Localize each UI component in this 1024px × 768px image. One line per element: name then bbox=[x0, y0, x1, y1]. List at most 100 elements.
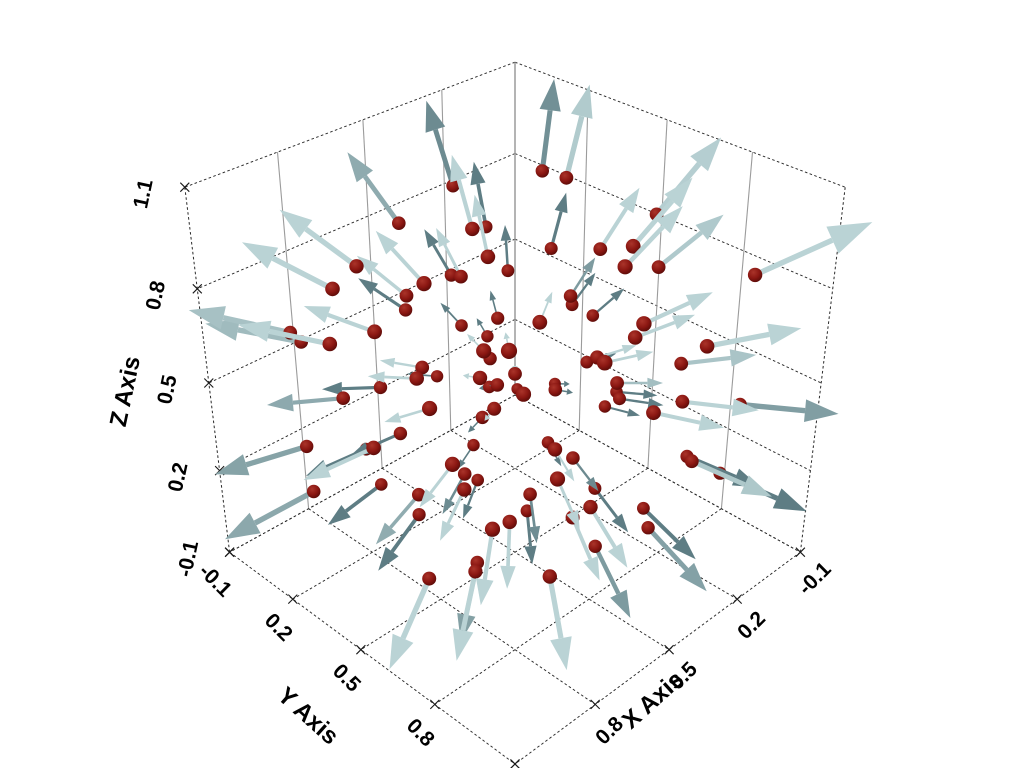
vector-arrow-head bbox=[528, 525, 541, 544]
vector-arrow-head bbox=[583, 272, 596, 287]
vector-arrow-head bbox=[436, 228, 451, 248]
z-tick-label: 0.2 bbox=[164, 461, 193, 494]
data-point bbox=[454, 269, 468, 284]
data-point bbox=[559, 170, 574, 185]
vector-arrow-head bbox=[554, 192, 568, 214]
vector-arrow-head bbox=[672, 535, 696, 560]
data-point bbox=[501, 264, 515, 278]
data-point bbox=[322, 336, 338, 352]
floor-gridline bbox=[514, 394, 801, 553]
data-point bbox=[508, 367, 522, 381]
data-point bbox=[580, 355, 594, 369]
vector-arrow-head bbox=[450, 154, 468, 183]
data-point bbox=[549, 471, 566, 487]
wall-left-gridline bbox=[184, 61, 516, 188]
data-point bbox=[586, 309, 600, 322]
tick-marks bbox=[179, 182, 806, 768]
wall-right-gridline bbox=[514, 238, 822, 384]
vector-arrow-head bbox=[267, 393, 294, 412]
vector-arrow-shaft bbox=[482, 528, 495, 580]
vector-arrow-shaft bbox=[326, 445, 375, 472]
data-point bbox=[398, 303, 413, 317]
vector-arrow-head bbox=[698, 414, 724, 431]
y-axis-title: Y Axis bbox=[272, 682, 344, 750]
data-point bbox=[641, 521, 655, 535]
data-point bbox=[566, 451, 580, 465]
vector-arrow-head bbox=[731, 398, 759, 417]
z-tick-label: 1.1 bbox=[129, 177, 158, 211]
data-point bbox=[446, 179, 460, 193]
vector-arrow-head bbox=[611, 513, 629, 533]
y-tick-mark bbox=[287, 594, 298, 604]
vector-arrow-head bbox=[679, 562, 707, 592]
data-point bbox=[532, 314, 548, 330]
vector-arrow-head bbox=[550, 636, 572, 671]
vector-arrow-head bbox=[303, 461, 332, 480]
vector-arrow-head bbox=[476, 578, 494, 606]
data-point bbox=[610, 376, 624, 390]
data-point bbox=[544, 242, 558, 255]
data-point bbox=[583, 499, 598, 515]
data-point bbox=[325, 281, 340, 297]
vector-arrow-shaft bbox=[292, 396, 344, 405]
vector-arrow-head bbox=[484, 414, 491, 421]
data-point bbox=[490, 378, 505, 392]
vector-arrow-shaft bbox=[642, 506, 680, 544]
vector-arrow-shaft bbox=[643, 300, 691, 326]
vector-arrow-head bbox=[442, 497, 455, 515]
data-point bbox=[412, 507, 426, 522]
vector-arrow-shaft bbox=[344, 482, 383, 513]
vector-arrow-shaft bbox=[237, 327, 302, 345]
data-point bbox=[613, 392, 626, 406]
vector-arrow-head bbox=[322, 381, 343, 396]
vector-arrow-shaft bbox=[362, 174, 401, 225]
vector-arrow-shaft bbox=[680, 355, 731, 366]
data-point bbox=[475, 410, 490, 425]
x-tick-label: -0.1 bbox=[794, 557, 836, 599]
vector-arrow-shaft bbox=[390, 247, 426, 285]
wall-left-gridline bbox=[219, 318, 516, 472]
vector-arrow-shaft bbox=[653, 410, 701, 425]
vector-arrow-head bbox=[610, 288, 625, 302]
data-point bbox=[336, 391, 351, 406]
vector-arrow-head bbox=[524, 545, 537, 565]
vector-arrow-shaft bbox=[598, 207, 628, 251]
z-axis-edge bbox=[184, 187, 231, 553]
data-point bbox=[467, 438, 480, 452]
vector-arrow-head bbox=[826, 222, 873, 254]
x-tick-mark bbox=[510, 759, 520, 768]
vector-arrow-head bbox=[279, 209, 313, 238]
vector-arrow-shaft bbox=[563, 115, 585, 179]
vector-arrow-head bbox=[571, 84, 593, 119]
vector-arrow-head bbox=[188, 306, 226, 330]
wall-left-gridline bbox=[208, 238, 516, 384]
vector-arrow-head bbox=[544, 291, 553, 304]
data-point bbox=[412, 487, 426, 502]
vector-arrow-head bbox=[471, 194, 487, 218]
vector-arrow-shaft bbox=[460, 570, 478, 631]
data-point bbox=[476, 343, 492, 359]
vector-arrow-head bbox=[767, 323, 802, 346]
vector-arrow-head bbox=[564, 468, 575, 482]
vector-arrow-head bbox=[375, 230, 399, 255]
data-point bbox=[487, 401, 502, 416]
vector-arrow-head bbox=[582, 257, 596, 274]
vector-arrow-head bbox=[440, 520, 455, 541]
vector-arrow-shaft bbox=[268, 328, 331, 347]
vector-arrow-shaft bbox=[690, 459, 746, 487]
vector-arrow-head bbox=[740, 475, 772, 497]
data-point bbox=[563, 289, 578, 303]
data-point bbox=[617, 259, 633, 275]
x-axis-title: X Axis bbox=[617, 666, 689, 735]
vector-arrow-head bbox=[424, 229, 439, 248]
vector-arrow-head bbox=[695, 214, 724, 240]
z-axis-title: Z Axis bbox=[105, 354, 146, 429]
data-point bbox=[747, 267, 763, 283]
floor-gridline bbox=[292, 429, 580, 600]
data-point bbox=[646, 405, 661, 421]
vector-arrow-shaft bbox=[657, 230, 703, 269]
vector-arrow-head bbox=[389, 633, 414, 670]
data-point bbox=[416, 276, 432, 292]
vector-arrow-head bbox=[656, 206, 683, 234]
